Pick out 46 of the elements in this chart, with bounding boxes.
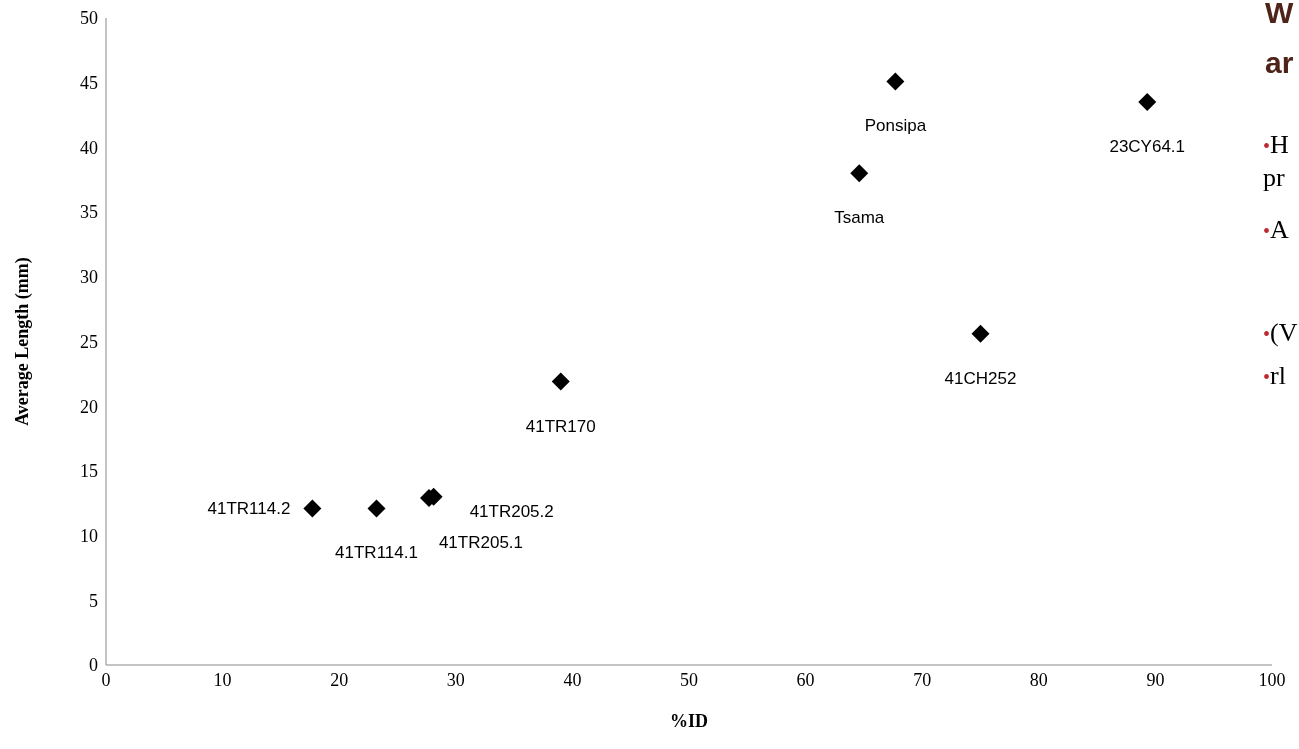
point [303,499,322,518]
point [367,499,386,518]
y-tick-label: 0 [89,655,98,676]
point [850,164,869,183]
x-tick-label: 30 [446,669,465,690]
x-tick-label: 20 [330,669,349,690]
y-tick-label: 15 [80,461,98,482]
x-tick-label: 10 [213,669,232,690]
y-tick-label: 45 [80,73,98,94]
annotation: •A [1263,215,1289,244]
y-tick-label: 20 [80,396,98,417]
annotation: Tsama [834,208,885,228]
annotation: 41CH252 [944,368,1017,388]
y-tick-label: 35 [80,202,98,223]
point [971,324,990,343]
y-tick-label: 25 [80,331,98,352]
x-tick-label: 50 [680,669,698,690]
annotation: 41TR205.1 [438,533,524,553]
point [886,72,905,91]
x-tick-label: 60 [796,669,815,690]
x-axis-title: %ID [669,711,709,731]
point [1138,93,1157,112]
annotation: •H [1263,130,1289,159]
x-tick-label: 100 [1258,669,1286,690]
y-tick-label: 10 [80,525,98,546]
x-tick-label: 70 [913,669,932,690]
annotation: •rl [1263,361,1286,390]
annotation: 23CY64.1 [1109,137,1186,157]
x-tick-label: 80 [1029,669,1048,690]
y-tick-label: 50 [80,8,98,29]
annotation: •(V [1263,318,1298,347]
y-tick-label: 30 [80,267,98,288]
annotation: Ponsipa [864,116,927,136]
annotation: W [1265,0,1294,29]
annotation: ar [1265,46,1294,79]
point [551,372,570,391]
annotation: 41TR205.2 [469,501,554,521]
y-tick-label: 40 [80,137,98,158]
y-tick-label: 5 [89,590,98,611]
y-axis-title: Average Length (mm) [12,257,34,426]
x-tick-label: 90 [1146,669,1165,690]
x-tick-label: 40 [563,669,582,690]
annotation: 41TR170 [525,416,596,436]
annotation: pr [1263,163,1285,192]
annotation: 41TR114.1 [335,543,418,563]
annotation: 41TR114.2 [207,499,291,519]
